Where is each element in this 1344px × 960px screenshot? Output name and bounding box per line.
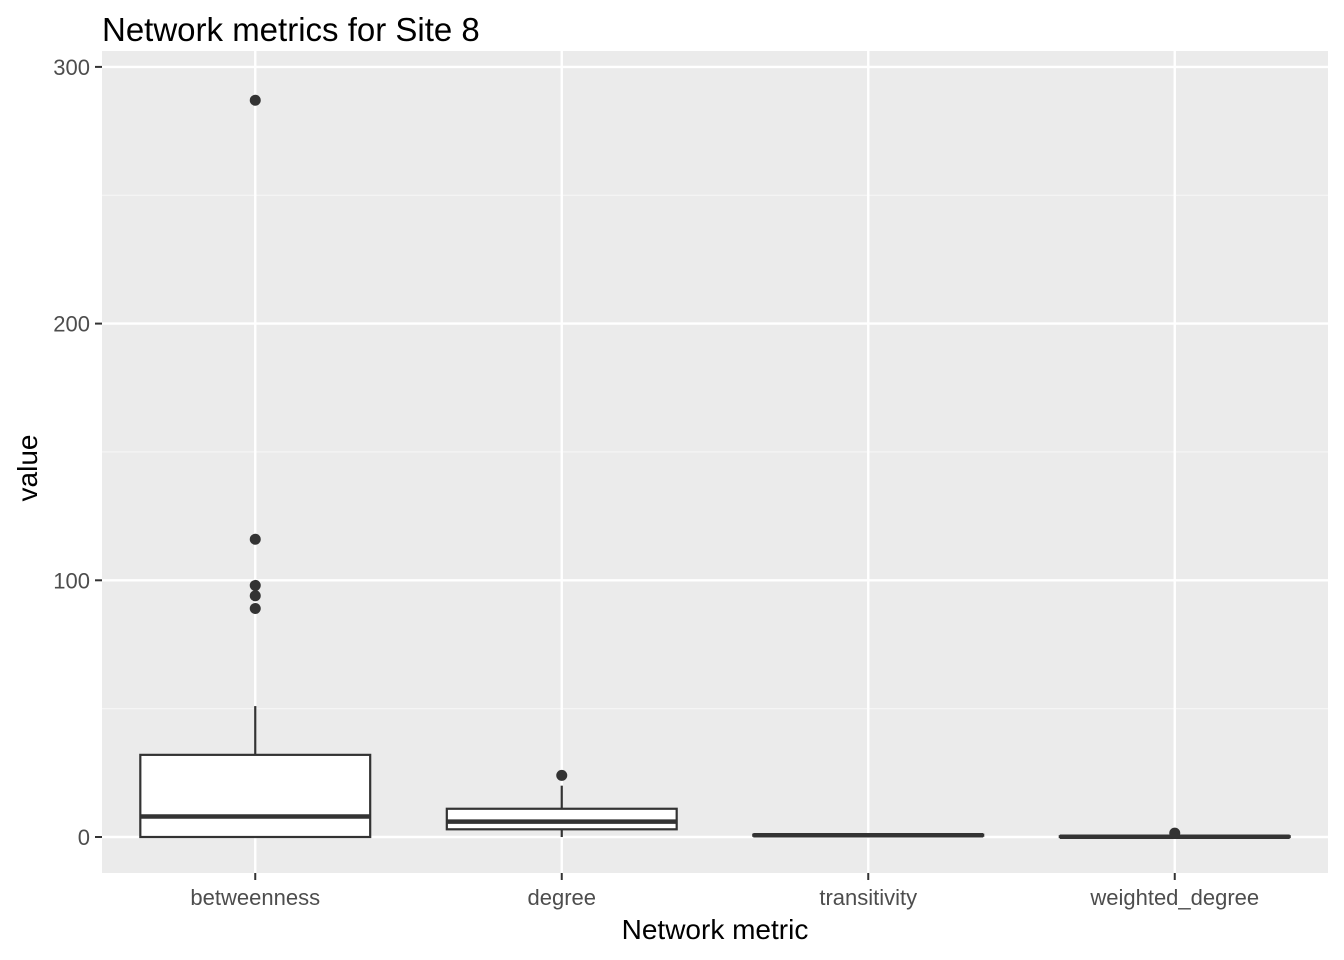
x-axis: betweenness degree transitivity weighted_de… bbox=[190, 873, 1259, 910]
box-iqr bbox=[445, 807, 678, 831]
outlier-point bbox=[1169, 827, 1181, 839]
box-layer bbox=[139, 94, 1291, 839]
chart-title: Network metrics for Site 8 bbox=[102, 11, 480, 48]
box-iqr bbox=[139, 753, 372, 839]
x-tick-label: transitivity bbox=[819, 885, 917, 910]
minor-gridlines bbox=[102, 194, 1328, 710]
outlier-point bbox=[249, 579, 261, 591]
plot-panel bbox=[102, 51, 1328, 873]
outlier-point bbox=[249, 603, 261, 615]
outlier-point bbox=[249, 533, 261, 545]
outlier-point bbox=[249, 590, 261, 602]
y-axis: 0 100 200 300 bbox=[53, 55, 102, 850]
y-tick-label: 0 bbox=[78, 825, 90, 850]
box-transitivity bbox=[752, 832, 985, 838]
x-tick-label: betweenness bbox=[190, 885, 320, 910]
y-tick-label: 200 bbox=[53, 312, 90, 337]
x-axis-title: Network metric bbox=[622, 914, 809, 945]
y-tick-label: 100 bbox=[53, 568, 90, 593]
outlier-point bbox=[249, 94, 261, 106]
x-tick-label: weighted_degree bbox=[1089, 885, 1259, 910]
box-degree bbox=[445, 769, 678, 837]
box-betweenness bbox=[139, 94, 372, 839]
box-weighted-degree bbox=[1058, 827, 1291, 839]
y-axis-title: value bbox=[12, 435, 43, 502]
outlier-point bbox=[556, 769, 568, 781]
x-tick-label: degree bbox=[527, 885, 596, 910]
y-tick-label: 300 bbox=[53, 55, 90, 80]
